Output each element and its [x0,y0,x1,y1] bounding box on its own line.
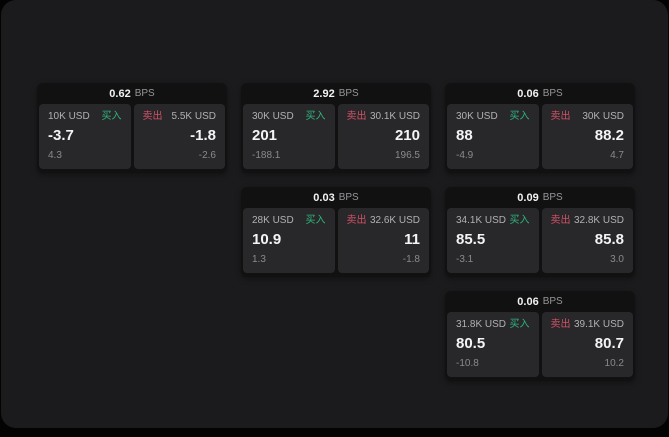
sell-side-label: 卖出 [550,319,571,330]
sell-amount: 39.1K USD [573,319,624,330]
bps-header: 0.06 BPS [447,83,633,104]
buy-delta: -3.1 [456,254,474,265]
buy-side-label: 买入 [509,215,530,226]
bps-unit-label: BPS [134,88,155,99]
sell-side-label: 卖出 [346,111,367,122]
buy-delta: -4.9 [456,150,474,161]
bps-value: 0.06 [517,87,539,100]
quote-card-4: 0.03 BPS 28K USD 买入 10.9 1.3 卖出 32.6K US… [241,187,431,277]
buy-amount: 31.8K USD [456,319,507,330]
sell-delta: -2.6 [198,150,216,161]
sell-side-label: 卖出 [346,215,367,226]
sell-quote-panel[interactable]: 卖出 32.8K USD 85.8 3.0 [541,208,633,273]
buy-amount: 34.1K USD [456,215,507,226]
sell-quote-panel[interactable]: 卖出 32.6K USD 11 -1.8 [337,208,429,273]
sell-amount: 5.5K USD [171,111,216,122]
buy-side-label: 买入 [509,319,530,330]
bps-unit-label: BPS [338,192,359,203]
sell-quote-panel[interactable]: 卖出 30K USD 88.2 4.7 [541,104,633,169]
buy-quote-panel[interactable]: 30K USD 买入 201 -188.1 [243,104,335,169]
bps-header: 0.03 BPS [243,187,429,208]
bps-value: 0.03 [313,191,335,204]
bps-value: 0.06 [517,295,539,308]
sell-price: 11 [404,231,420,248]
buy-quote-panel[interactable]: 28K USD 买入 10.9 1.3 [243,208,335,273]
bps-header: 2.92 BPS [243,83,429,104]
bps-value: 0.09 [517,191,539,204]
buy-quote-panel[interactable]: 31.8K USD 买入 80.5 -10.8 [447,312,539,377]
quote-cards-grid: 0.62 BPS 10K USD 买入 -3.7 4.3 卖出 5.5K USD [37,83,635,381]
sell-quote-panel[interactable]: 卖出 39.1K USD 80.7 10.2 [541,312,633,377]
quote-card-3: 0.06 BPS 30K USD 买入 88 -4.9 卖出 30K USD [445,83,635,173]
buy-price: 85.5 [456,231,486,248]
buy-amount: 10K USD [48,111,90,122]
buy-side-label: 买入 [101,111,122,122]
sell-price: 88.2 [594,127,624,144]
bps-unit-label: BPS [542,88,563,99]
buy-price: -3.7 [48,127,74,144]
sell-quote-panel[interactable]: 卖出 5.5K USD -1.8 -2.6 [133,104,225,169]
buy-amount: 28K USD [252,215,294,226]
sell-amount: 32.6K USD [369,215,420,226]
sell-price: 210 [394,127,420,144]
buy-price: 88 [456,127,473,144]
quote-card-2: 2.92 BPS 30K USD 买入 201 -188.1 卖出 30.1K … [241,83,431,173]
buy-delta: 1.3 [252,254,266,265]
sell-side-label: 卖出 [142,111,163,122]
bps-header: 0.06 BPS [447,291,633,312]
buy-side-label: 买入 [305,111,326,122]
sell-amount: 32.8K USD [573,215,624,226]
buy-quote-panel[interactable]: 10K USD 买入 -3.7 4.3 [39,104,131,169]
bps-value: 0.62 [109,87,131,100]
sell-delta: 4.7 [610,150,624,161]
sell-price: 85.8 [594,231,624,248]
buy-price: 10.9 [252,231,282,248]
buy-quote-panel[interactable]: 30K USD 买入 88 -4.9 [447,104,539,169]
sell-quote-panel[interactable]: 卖出 30.1K USD 210 196.5 [337,104,429,169]
sell-delta: -1.8 [402,254,420,265]
buy-quote-panel[interactable]: 34.1K USD 买入 85.5 -3.1 [447,208,539,273]
buy-price: 201 [252,127,278,144]
sell-amount: 30.1K USD [369,111,420,122]
bps-header: 0.62 BPS [39,83,225,104]
bps-unit-label: BPS [542,296,563,307]
quote-card-6: 0.06 BPS 31.8K USD 买入 80.5 -10.8 卖出 39.1… [445,291,635,381]
sell-side-label: 卖出 [550,215,571,226]
buy-side-label: 买入 [509,111,530,122]
buy-amount: 30K USD [456,111,498,122]
sell-delta: 3.0 [610,254,624,265]
app-panel: 0.62 BPS 10K USD 买入 -3.7 4.3 卖出 5.5K USD [1,0,668,428]
bps-unit-label: BPS [542,192,563,203]
quote-card-5: 0.09 BPS 34.1K USD 买入 85.5 -3.1 卖出 32.8K… [445,187,635,277]
buy-price: 80.5 [456,335,486,352]
sell-amount: 30K USD [582,111,624,122]
sell-price: 80.7 [594,335,624,352]
buy-delta: -10.8 [456,358,479,369]
bps-header: 0.09 BPS [447,187,633,208]
bps-unit-label: BPS [338,88,359,99]
buy-side-label: 买入 [305,215,326,226]
buy-delta: 4.3 [48,150,62,161]
sell-delta: 10.2 [604,358,624,369]
bps-value: 2.92 [313,87,335,100]
sell-side-label: 卖出 [550,111,571,122]
buy-amount: 30K USD [252,111,294,122]
sell-delta: 196.5 [394,150,420,161]
quote-card-1: 0.62 BPS 10K USD 买入 -3.7 4.3 卖出 5.5K USD [37,83,227,173]
buy-delta: -188.1 [252,150,281,161]
sell-price: -1.8 [190,127,216,144]
